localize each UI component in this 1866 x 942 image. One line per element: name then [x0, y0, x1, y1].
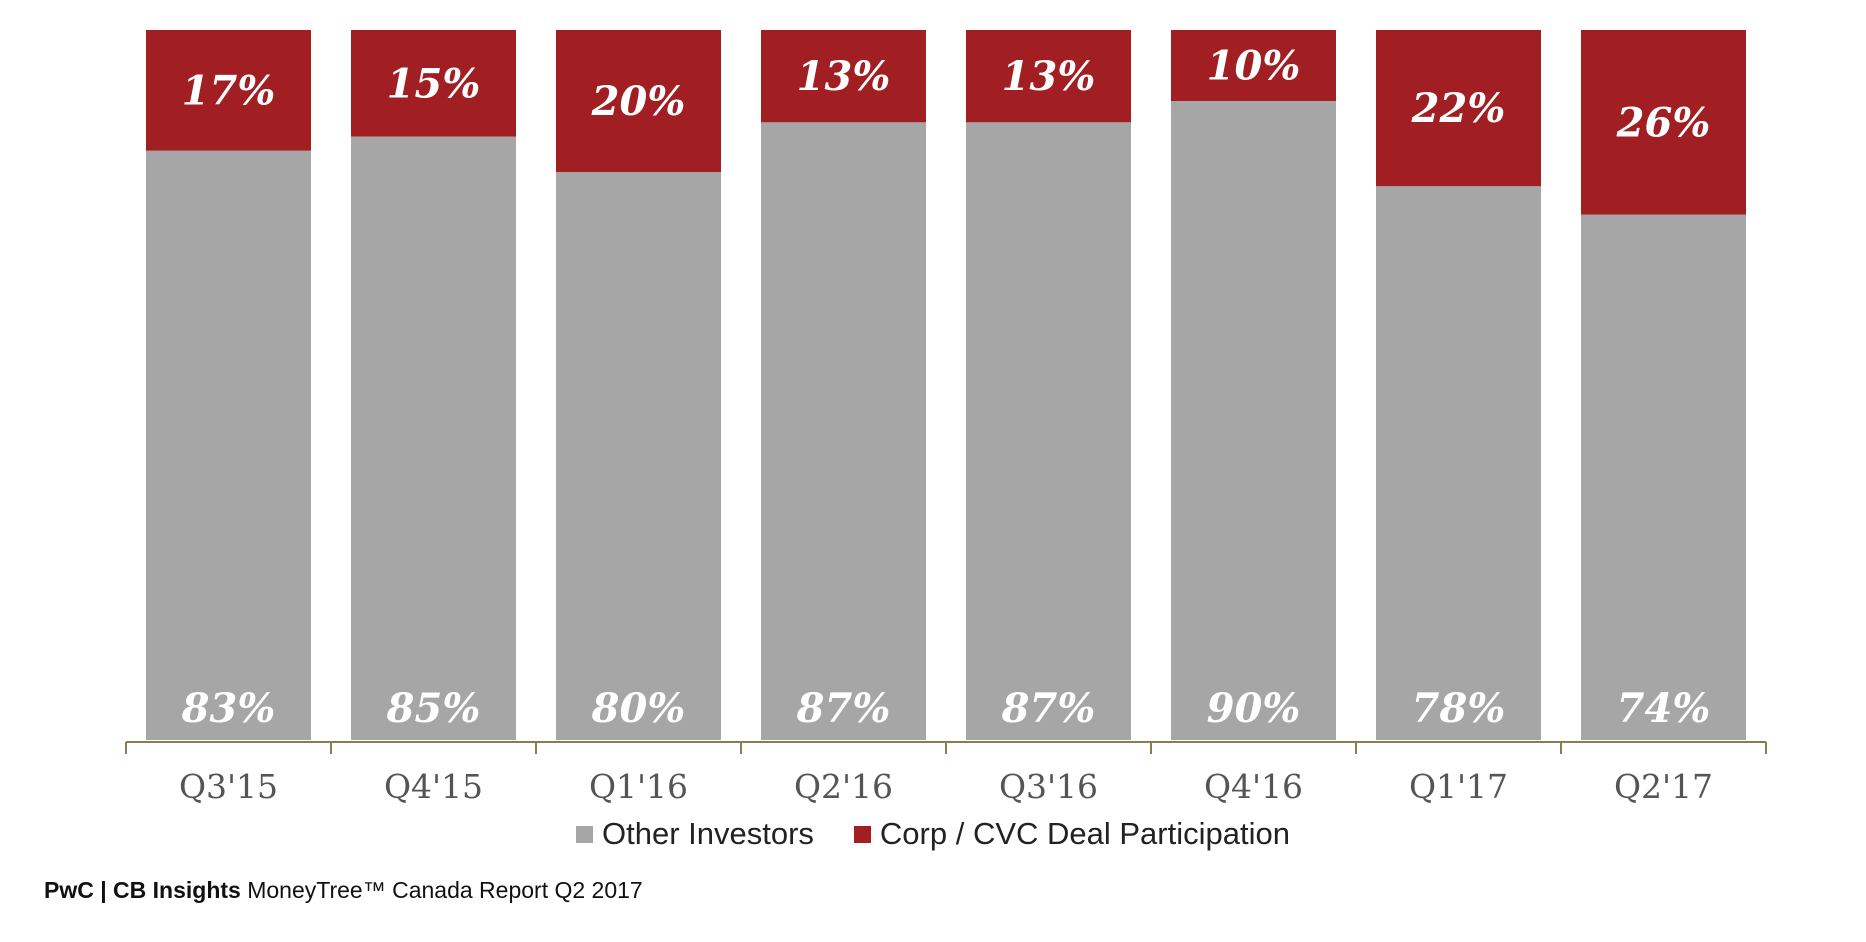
x-tick-label-q2-17: Q2'17 — [1614, 767, 1713, 806]
legend-label-corp-cvc: Corp / CVC Deal Participation — [879, 816, 1290, 851]
data-label-other-investors-q3-15: 83% — [181, 685, 276, 732]
bar-other-investors-q3-16 — [966, 122, 1131, 741]
legend-swatch-corp-cvc — [853, 825, 871, 843]
bar-corp-cvc-q4-15 — [351, 30, 516, 137]
bar-other-investors-q1-16 — [556, 172, 721, 740]
bar-other-investors-q3-15 — [146, 150, 311, 740]
data-label-other-investors-q4-16: 90% — [1207, 685, 1301, 732]
x-tick-label-q3-16: Q3'16 — [999, 767, 1098, 806]
data-label-corp-cvc-q1-17: 22% — [1411, 85, 1506, 132]
data-label-other-investors-q1-16: 80% — [591, 685, 686, 732]
data-label-corp-cvc-q2-16: 13% — [797, 53, 891, 100]
bar-corp-cvc-q2-17 — [1581, 30, 1746, 215]
chart-legend: Other Investors Corp / CVC Deal Particip… — [0, 816, 1866, 852]
x-tick-label-q4-15: Q4'15 — [384, 767, 483, 806]
bar-other-investors-q2-17 — [1581, 214, 1746, 741]
bar-other-investors-q4-15 — [351, 136, 516, 740]
bar-corp-cvc-q3-15 — [146, 30, 311, 151]
data-label-other-investors-q2-17: 74% — [1617, 685, 1711, 732]
x-tick-label-q2-16: Q2'16 — [794, 767, 893, 806]
data-label-other-investors-q3-16: 87% — [1001, 685, 1096, 732]
bar-other-investors-q1-17 — [1376, 186, 1541, 740]
bar-other-investors-q4-16 — [1171, 101, 1336, 740]
data-label-corp-cvc-q1-16: 20% — [591, 78, 686, 125]
x-tick-label-q1-16: Q1'16 — [589, 767, 688, 806]
data-label-corp-cvc-q3-15: 17% — [182, 67, 276, 114]
data-label-other-investors-q2-16: 87% — [796, 685, 891, 732]
data-label-corp-cvc-q4-16: 10% — [1207, 43, 1301, 90]
data-label-other-investors-q1-17: 78% — [1412, 685, 1506, 732]
footer-report: MoneyTree™ Canada Report Q2 2017 — [247, 877, 643, 903]
legend-item-corp-cvc: Corp / CVC Deal Participation — [853, 816, 1290, 852]
data-label-corp-cvc-q3-16: 13% — [1002, 53, 1096, 100]
stacked-bar-chart: 17% 83% Q3'15 15% 85% Q4'15 20% 80% Q1'16 13% 87% Q… — [125, 30, 1767, 806]
footer-source: PwC | CB Insights MoneyTree™ Canada Repo… — [44, 877, 643, 904]
footer-brand: PwC | CB Insights — [44, 877, 241, 903]
legend-swatch-other-investors — [576, 825, 593, 843]
bar-corp-cvc-q2-16 — [761, 30, 926, 123]
bar-corp-cvc-q4-16 — [1171, 30, 1336, 101]
bar-corp-cvc-q3-16 — [966, 30, 1131, 123]
bar-corp-cvc-q1-17 — [1376, 30, 1541, 187]
data-label-other-investors-q4-15: 85% — [386, 685, 481, 732]
x-tick-label-q4-16: Q4'16 — [1204, 767, 1303, 806]
x-tick-label-q1-17: Q1'17 — [1409, 767, 1508, 806]
bar-other-investors-q2-16 — [761, 122, 926, 741]
legend-label-other-investors: Other Investors — [602, 816, 814, 851]
x-tick-label-q3-15: Q3'15 — [179, 767, 278, 806]
bar-corp-cvc-q1-16 — [556, 30, 721, 172]
data-label-corp-cvc-q2-17: 26% — [1616, 99, 1711, 146]
data-label-corp-cvc-q4-15: 15% — [387, 60, 481, 107]
legend-item-other-investors: Other Investors — [576, 816, 814, 852]
